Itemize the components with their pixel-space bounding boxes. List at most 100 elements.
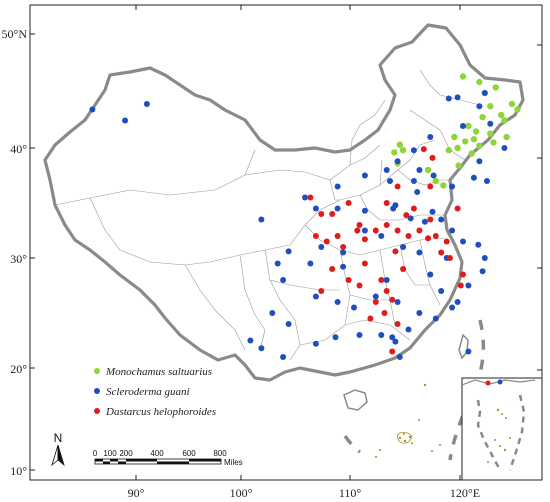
point-monochamus-6 <box>508 100 516 108</box>
point-monochamus-14 <box>462 138 469 145</box>
point-dastarcus-18 <box>405 233 412 239</box>
point-dastarcus-46 <box>457 282 464 289</box>
point-monochamus-23 <box>399 147 407 154</box>
point-monochamus-3 <box>492 84 499 91</box>
point-scleroderma-71 <box>470 174 477 181</box>
point-scleroderma-14 <box>334 183 341 190</box>
point-monochamus-26 <box>424 166 432 174</box>
scale-tick-400: 400 <box>150 449 164 458</box>
point-scleroderma-46 <box>351 304 357 311</box>
point-dastarcus-35 <box>389 348 396 355</box>
point-scleroderma-45 <box>334 299 341 305</box>
legend-marker-dastarcus <box>94 408 100 414</box>
point-dastarcus-28 <box>378 277 385 283</box>
point-scleroderma-30 <box>454 299 461 305</box>
point-dastarcus-40 <box>392 248 399 255</box>
point-scleroderma-61 <box>247 337 254 344</box>
point-monochamus-10 <box>465 122 472 130</box>
point-scleroderma-44 <box>312 293 319 300</box>
point-dastarcus-15 <box>372 227 379 234</box>
point-scleroderma-74 <box>416 167 423 173</box>
point-scleroderma-38 <box>340 249 347 256</box>
point-dastarcus-22 <box>403 212 410 219</box>
point-monochamus-0 <box>459 73 467 80</box>
point-monochamus-29 <box>455 162 462 169</box>
point-scleroderma-41 <box>274 260 281 267</box>
point-scleroderma-29 <box>465 282 472 289</box>
point-scleroderma-26 <box>475 241 482 248</box>
taiwan-island <box>458 333 469 360</box>
point-dastarcus-14 <box>361 236 368 243</box>
point-scleroderma-59 <box>285 321 292 327</box>
point-dastarcus-25 <box>460 271 466 278</box>
lon-label-110: 110° <box>339 486 362 500</box>
north-arrow-letter: N <box>54 431 63 445</box>
point-scleroderma-1 <box>122 117 129 124</box>
point-scleroderma-17 <box>334 205 341 212</box>
point-monochamus-28 <box>440 182 447 189</box>
point-dastarcus-36 <box>356 282 363 289</box>
point-dastarcus-27 <box>345 277 352 283</box>
point-scleroderma-31 <box>438 288 445 294</box>
legend: Monochamus saltuarius Scleroderma guani … <box>94 366 216 418</box>
point-scleroderma-25 <box>460 238 466 245</box>
point-monochamus-13 <box>470 136 478 143</box>
scale-bar: 0 100 200 400 600 800 Miles <box>93 449 243 467</box>
point-scleroderma-58 <box>312 340 319 347</box>
lon-label-100: 100° <box>230 486 253 500</box>
point-monochamus-17 <box>503 133 510 141</box>
point-scleroderma-67 <box>340 263 347 270</box>
point-scleroderma-47 <box>372 293 379 300</box>
lat-label-50: 50°N <box>2 27 28 41</box>
legend-item-scleroderma: Scleroderma guani <box>94 386 190 398</box>
south-china-sea-inset <box>461 377 543 481</box>
point-monochamus-8 <box>501 117 508 124</box>
point-monochamus-1 <box>476 78 483 86</box>
point-dastarcus-1 <box>429 154 436 161</box>
point-scleroderma-73 <box>430 172 437 179</box>
point-monochamus-18 <box>454 144 461 152</box>
point-dastarcus-43 <box>427 183 434 190</box>
point-scleroderma-34 <box>416 249 423 256</box>
scale-tick-0: 0 <box>93 449 98 458</box>
point-scleroderma-57 <box>332 334 339 341</box>
longitude-labels: 90° 100° 110° 120°E <box>128 5 480 500</box>
point-dastarcus-45 <box>446 255 453 261</box>
point-monochamus-21 <box>451 133 458 141</box>
scale-tick-600: 600 <box>182 449 196 458</box>
country-outline <box>43 23 525 382</box>
point-dastarcus-11 <box>334 233 341 239</box>
point-monochamus-19 <box>468 150 475 157</box>
point-scleroderma-32 <box>427 271 434 278</box>
point-scleroderma-52 <box>449 304 456 311</box>
map-border <box>29 4 543 481</box>
point-dastarcus-2 <box>394 183 401 190</box>
point-scleroderma-70 <box>449 183 456 190</box>
lat-label-40: 40° <box>10 142 27 156</box>
point-scleroderma-35 <box>400 244 407 250</box>
point-dastarcus-23 <box>443 238 450 245</box>
point-dastarcus-31 <box>389 296 396 303</box>
point-dastarcus-21 <box>410 205 417 212</box>
point-dastarcus-6 <box>329 211 336 217</box>
point-scleroderma-37 <box>361 227 368 234</box>
point-scleroderma-77 <box>501 145 508 151</box>
point-scleroderma-51 <box>432 315 439 322</box>
point-scleroderma-55 <box>378 332 385 338</box>
scale-tick-200: 200 <box>119 449 133 458</box>
point-dastarcus-30 <box>372 299 379 305</box>
point-scleroderma-50 <box>416 310 423 316</box>
point-scleroderma-10 <box>394 158 401 165</box>
point-monochamus-4 <box>487 103 494 110</box>
point-scleroderma-66 <box>280 277 287 283</box>
point-scleroderma-39 <box>318 244 325 250</box>
point-monochamus-9 <box>479 114 486 121</box>
north-arrow: N <box>51 431 65 467</box>
scale-tick-800: 800 <box>213 449 227 458</box>
point-scleroderma-27 <box>481 255 488 261</box>
legend-item-dastarcus: Dastarcus helophoroides <box>94 406 216 418</box>
point-dastarcus-4 <box>307 194 314 201</box>
point-dastarcus-34 <box>394 321 401 327</box>
point-scleroderma-76 <box>476 158 483 165</box>
point-scleroderma-36 <box>378 233 385 239</box>
